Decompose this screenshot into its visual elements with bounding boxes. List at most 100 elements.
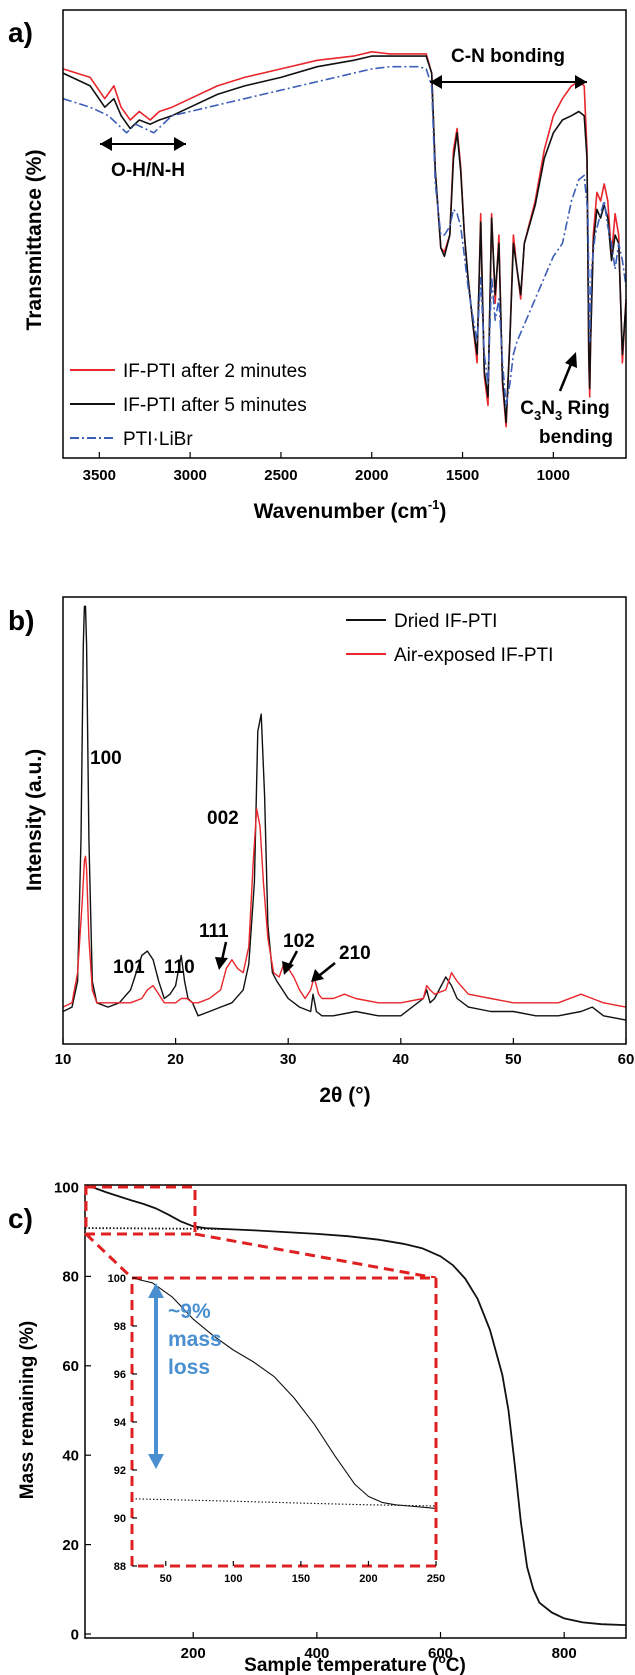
panel-b-x-tick-label: 10 xyxy=(55,1051,72,1068)
zoom-connector-right xyxy=(194,1232,437,1280)
panel-c-x-tick-label: 200 xyxy=(181,1645,206,1662)
panel-a-series-1 xyxy=(62,55,627,424)
panel-a-x-axis-label: Wavenumber (cm-1) xyxy=(254,497,447,523)
peak-arrows xyxy=(215,941,336,982)
panel-a-y-axis-label: Transmittance (%) xyxy=(23,150,46,331)
oh-nh-arrow-left-head xyxy=(100,137,112,151)
inset-y-tick-label: 94 xyxy=(114,1417,127,1429)
panel-c-x-tick-label: 400 xyxy=(304,1645,329,1662)
peak-arrow-111-line xyxy=(220,941,228,961)
panel-c-y-tick-label: 0 xyxy=(71,1626,79,1643)
inset-y-tick-label: 96 xyxy=(114,1369,126,1381)
inset-x-tick-label: 50 xyxy=(160,1573,172,1585)
peak-label-100: 100 xyxy=(90,748,122,769)
panel-c-x-tick-label: 600 xyxy=(428,1645,453,1662)
panel-c-series-1 xyxy=(84,1227,225,1230)
inset-y-tick-label: 100 xyxy=(108,1273,126,1285)
peak-label-110: 110 xyxy=(164,957,195,978)
peak-label-111: 111 xyxy=(199,921,229,942)
inset-y-tick-label: 98 xyxy=(114,1321,126,1333)
mass-loss-text-line1: ~9% xyxy=(168,1300,211,1323)
inset-y-tick-label: 90 xyxy=(114,1513,126,1525)
ring-bending-annotation: C3N3 Ring bending xyxy=(520,352,613,448)
inset-x-tick-label: 100 xyxy=(224,1573,242,1585)
mass-loss-text-line2: mass xyxy=(168,1328,222,1351)
mass-loss-annotation: ~9% mass loss xyxy=(148,1283,222,1469)
legend-label-if-pti-2min: IF-PTI after 2 minutes xyxy=(123,361,307,382)
panel-c-y-tick-label: 80 xyxy=(62,1269,79,1286)
inset-background xyxy=(132,1278,436,1566)
panel-a-x-tick-label: 3500 xyxy=(83,467,116,484)
panel-c-y-tick-label: 60 xyxy=(62,1358,79,1375)
ring-bending-label-line2: bending xyxy=(539,427,613,448)
cn-bonding-annotation: C-N bonding xyxy=(430,46,587,89)
panel-a-frame xyxy=(62,9,627,459)
panel-c-label: c) xyxy=(8,1203,33,1234)
panel-b-x-tick-label: 20 xyxy=(167,1051,184,1068)
panel-a-series-2 xyxy=(62,65,627,407)
legend-label-dried: Dried IF-PTI xyxy=(394,611,497,632)
panel-b-x-tick-label: 50 xyxy=(505,1051,522,1068)
cn-bonding-arrow-left-head xyxy=(430,75,442,89)
panel-c-y-axis-label: Mass remaining (%) xyxy=(17,1321,38,1499)
mass-loss-arrow-top-head xyxy=(148,1283,164,1298)
peak-label-102: 102 xyxy=(283,931,315,952)
mass-loss-text-line3: loss xyxy=(168,1356,210,1379)
panel-b-legend: Dried IF-PTI Air-exposed IF-PTI xyxy=(346,611,553,666)
panel-c-series-0 xyxy=(84,1186,627,1626)
panel-b-label: b) xyxy=(8,605,34,636)
ring-bending-arrow-head xyxy=(565,352,577,368)
panel-b: b) 10 20 30 40 50 60 2θ (°) Intensity (a.u.) … xyxy=(8,596,635,1107)
zoom-region-box xyxy=(84,1185,197,1236)
legend-label-if-pti-5min: IF-PTI after 5 minutes xyxy=(123,395,307,416)
oh-nh-arrow-right-head xyxy=(174,137,186,151)
panel-a-x-tick-label: 2500 xyxy=(264,467,297,484)
panel-b-series-group xyxy=(62,605,627,1021)
oh-nh-annotation: O-H/N-H xyxy=(100,137,186,181)
inset-series-group xyxy=(131,1277,437,1509)
panel-a-x-tick-label: 2000 xyxy=(355,467,388,484)
panel-a: a) 3500 3000 2500 2000 1500 1000 Wavenumber (… xyxy=(8,9,627,523)
panel-c-x-ticks: 200 400 600 800 xyxy=(181,1632,577,1662)
oh-nh-label: O-H/N-H xyxy=(111,160,185,181)
inset-chart: 50 100 150 200 250 88 90 92 94 96 98 100 ~9% mass … xyxy=(108,1273,446,1585)
ring-bending-label-line1: C3N3 Ring xyxy=(520,398,609,423)
zoom-highlight xyxy=(84,1185,437,1280)
panel-b-x-axis-label: 2θ (°) xyxy=(319,1084,370,1107)
panel-a-x-tick-label: 1000 xyxy=(537,467,570,484)
panel-c-frame xyxy=(84,1184,627,1639)
panel-b-series-1 xyxy=(62,808,627,1008)
panel-a-legend: IF-PTI after 2 minutes IF-PTI after 5 mi… xyxy=(70,361,307,450)
peak-label-002: 002 xyxy=(207,808,239,829)
panel-c-y-tick-label: 20 xyxy=(62,1537,79,1554)
peak-arrow-111-head xyxy=(215,957,228,970)
panel-c-y-tick-label: 40 xyxy=(62,1447,79,1464)
zoom-connector-left xyxy=(84,1232,134,1280)
peak-label-210: 210 xyxy=(339,943,371,964)
peak-arrow-102-line xyxy=(287,950,299,967)
panel-a-x-tick-label: 3000 xyxy=(173,467,206,484)
peak-label-101: 101 xyxy=(113,957,145,978)
peak-arrow-210-head xyxy=(311,969,324,982)
panel-a-series-0 xyxy=(62,50,627,428)
inset-y-ticks: 88 90 92 94 96 98 100 xyxy=(108,1273,137,1573)
cn-bonding-label: C-N bonding xyxy=(451,46,565,67)
mass-loss-arrow-bottom-head xyxy=(148,1454,164,1469)
inset-x-tick-label: 200 xyxy=(359,1573,377,1585)
cn-bonding-arrow-right-head xyxy=(575,75,587,89)
panel-a-x-tick-label: 1500 xyxy=(446,467,479,484)
inset-y-tick-label: 92 xyxy=(114,1465,126,1477)
ring-bending-arrow-line xyxy=(558,363,573,392)
panel-c-series-group xyxy=(84,1186,627,1626)
peak-arrow-210-line xyxy=(319,962,336,976)
inset-x-tick-label: 150 xyxy=(292,1573,310,1585)
inset-series-0 xyxy=(131,1277,437,1509)
panel-c-x-tick-label: 800 xyxy=(552,1645,577,1662)
panel-c-x-axis-label: Sample temperature (oC) xyxy=(244,1652,466,1675)
panel-b-x-tick-label: 60 xyxy=(618,1051,635,1068)
legend-label-air-exposed: Air-exposed IF-PTI xyxy=(394,645,553,666)
legend-label-pti-libr: PTI·LiBr xyxy=(123,429,193,450)
inset-y-tick-label: 88 xyxy=(114,1561,126,1573)
panel-a-series-group xyxy=(62,50,627,428)
